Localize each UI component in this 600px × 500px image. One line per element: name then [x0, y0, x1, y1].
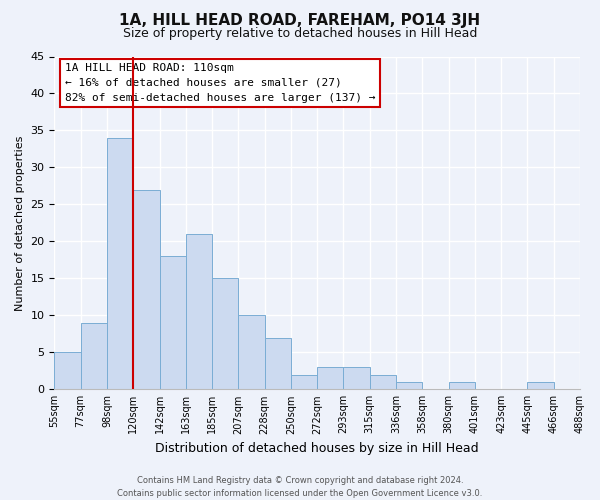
Bar — [449, 382, 475, 390]
Bar — [160, 256, 186, 390]
Bar — [370, 374, 396, 390]
X-axis label: Distribution of detached houses by size in Hill Head: Distribution of detached houses by size … — [155, 442, 479, 455]
Bar — [265, 338, 291, 390]
Text: Contains HM Land Registry data © Crown copyright and database right 2024.
Contai: Contains HM Land Registry data © Crown c… — [118, 476, 482, 498]
Bar — [317, 367, 343, 390]
Bar — [238, 316, 265, 390]
Text: 1A HILL HEAD ROAD: 110sqm
← 16% of detached houses are smaller (27)
82% of semi-: 1A HILL HEAD ROAD: 110sqm ← 16% of detac… — [65, 63, 376, 103]
Bar — [107, 138, 133, 390]
Bar — [186, 234, 212, 390]
Text: 1A, HILL HEAD ROAD, FAREHAM, PO14 3JH: 1A, HILL HEAD ROAD, FAREHAM, PO14 3JH — [119, 12, 481, 28]
Bar — [527, 382, 554, 390]
Y-axis label: Number of detached properties: Number of detached properties — [15, 135, 25, 310]
Bar — [80, 322, 107, 390]
Text: Size of property relative to detached houses in Hill Head: Size of property relative to detached ho… — [123, 28, 477, 40]
Bar — [55, 352, 80, 390]
Bar — [343, 367, 370, 390]
Bar — [133, 190, 160, 390]
Bar — [291, 374, 317, 390]
Bar — [396, 382, 422, 390]
Bar — [212, 278, 238, 390]
